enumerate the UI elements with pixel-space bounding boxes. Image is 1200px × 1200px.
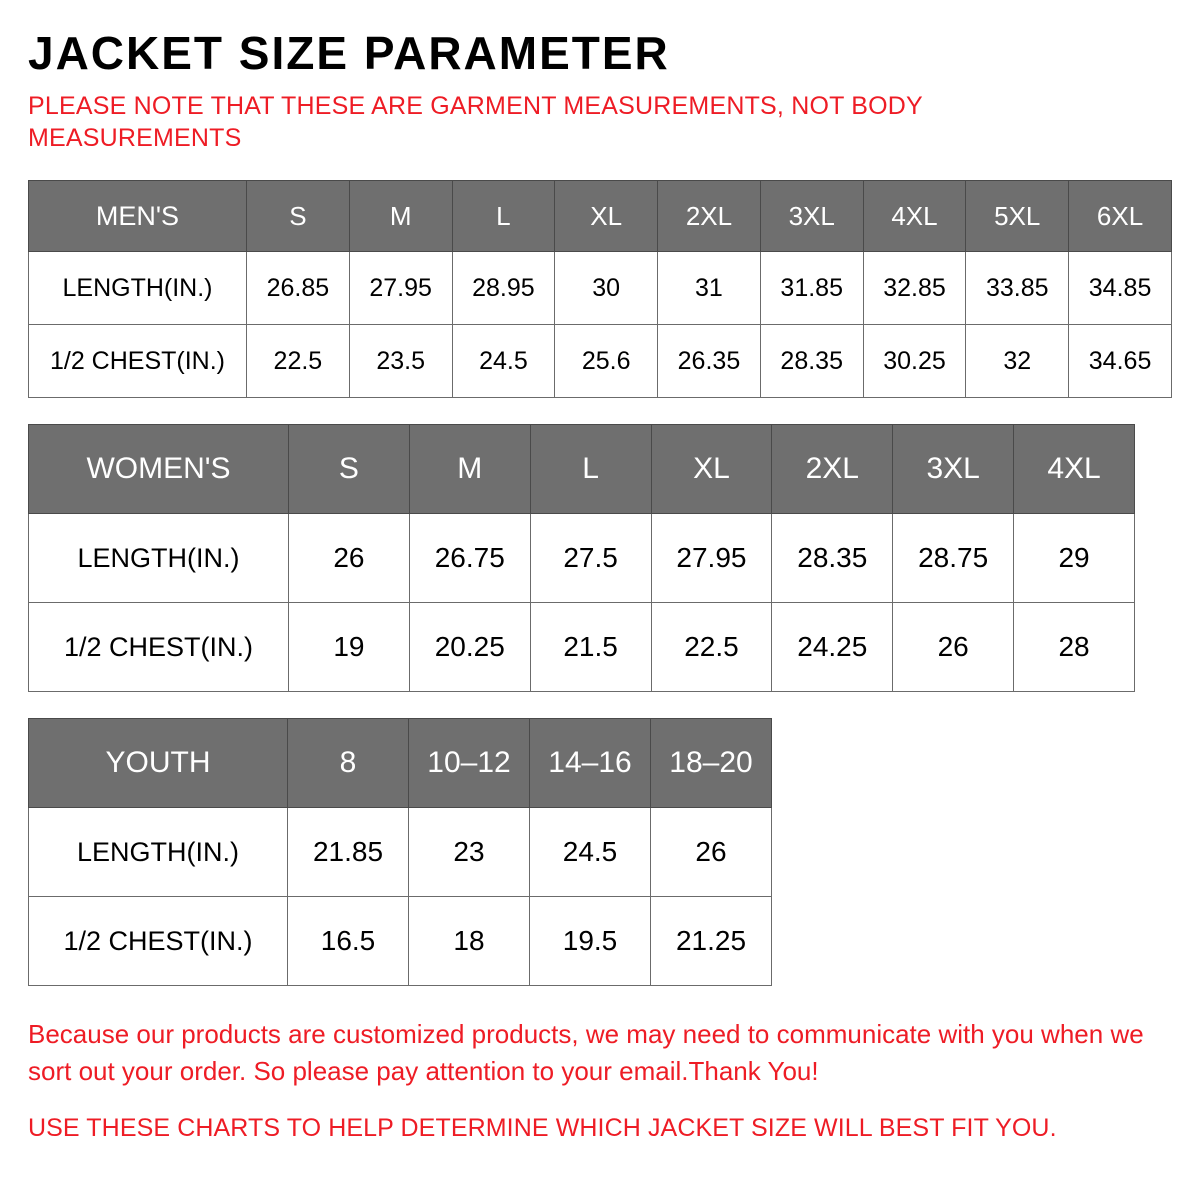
womens-chest-xl: 22.5: [650, 602, 773, 692]
womens-column-header-xl: XL: [650, 424, 773, 514]
mens-chest-4xl: 30.25: [862, 324, 967, 398]
table-header-row: WOMEN'S S M L XL 2XL 3XL 4XL: [28, 424, 1135, 514]
womens-length-m: 26.75: [408, 513, 531, 603]
mens-table-corner-label: MEN'S: [28, 180, 247, 252]
womens-column-header-m: M: [408, 424, 531, 514]
mens-length-2xl: 31: [657, 251, 761, 325]
table-header-row: MEN'S S M L XL 2XL 3XL 4XL 5XL 6XL: [28, 180, 1172, 252]
womens-chest-2xl: 24.25: [771, 602, 894, 692]
youth-column-header-10-12: 10–12: [408, 718, 530, 808]
table-row: LENGTH(IN.) 26 26.75 27.5 27.95 28.35 28…: [28, 513, 1135, 603]
youth-length-18-20: 26: [650, 807, 772, 897]
womens-chest-l: 21.5: [529, 602, 652, 692]
youth-chest-18-20: 21.25: [650, 896, 772, 986]
mens-size-table: MEN'S S M L XL 2XL 3XL 4XL 5XL 6XL LENGT…: [28, 180, 1172, 398]
womens-table-body: LENGTH(IN.) 26 26.75 27.5 27.95 28.35 28…: [28, 513, 1135, 692]
mens-length-s: 26.85: [246, 251, 350, 325]
table-row: 1/2 CHEST(IN.) 16.5 18 19.5 21.25: [28, 896, 772, 986]
mens-chest-m: 23.5: [348, 324, 453, 398]
mens-column-header-s: S: [246, 180, 350, 252]
womens-column-header-3xl: 3XL: [892, 424, 1015, 514]
mens-chest-row-label: 1/2 CHEST(IN.): [28, 324, 247, 398]
page-title: JACKET SIZE PARAMETER: [28, 27, 670, 79]
youth-chest-14-16: 19.5: [529, 896, 651, 986]
mens-chest-5xl: 32: [965, 324, 1070, 398]
youth-length-8: 21.85: [287, 807, 409, 897]
table-row: LENGTH(IN.) 26.85 27.95 28.95 30 31 31.8…: [28, 251, 1172, 325]
mens-column-header-2xl: 2XL: [657, 180, 761, 252]
mens-column-header-6xl: 6XL: [1068, 180, 1172, 252]
garment-measurement-disclaimer: PLEASE NOTE THAT THESE ARE GARMENT MEASU…: [28, 92, 923, 152]
mens-chest-3xl: 28.35: [759, 324, 864, 398]
womens-column-header-s: S: [288, 424, 410, 514]
table-row: 1/2 CHEST(IN.) 22.5 23.5 24.5 25.6 26.35…: [28, 324, 1172, 398]
mens-length-4xl: 32.85: [862, 251, 967, 325]
customization-note: Because our products are customized prod…: [28, 1019, 1144, 1086]
mens-column-header-m: M: [348, 180, 453, 252]
youth-column-header-18-20: 18–20: [650, 718, 772, 808]
youth-column-header-14-16: 14–16: [529, 718, 651, 808]
womens-length-xl: 27.95: [650, 513, 773, 603]
womens-table-header: WOMEN'S S M L XL 2XL 3XL 4XL: [28, 424, 1135, 514]
mens-chest-l: 24.5: [451, 324, 556, 398]
womens-size-table: WOMEN'S S M L XL 2XL 3XL 4XL LENGTH(IN.)…: [28, 424, 1135, 692]
chart-usage-note: USE THESE CHARTS TO HELP DETERMINE WHICH…: [28, 1113, 1057, 1142]
womens-chest-4xl: 28: [1013, 602, 1135, 692]
womens-chest-3xl: 26: [892, 602, 1015, 692]
mens-column-header-xl: XL: [554, 180, 659, 252]
mens-column-header-5xl: 5XL: [965, 180, 1070, 252]
youth-chest-10-12: 18: [408, 896, 530, 986]
mens-chest-2xl: 26.35: [657, 324, 761, 398]
womens-chest-m: 20.25: [408, 602, 531, 692]
youth-table-corner-label: YOUTH: [28, 718, 288, 808]
youth-chest-8: 16.5: [287, 896, 409, 986]
mens-length-l: 28.95: [451, 251, 556, 325]
mens-chest-6xl: 34.65: [1068, 324, 1172, 398]
mens-length-row-label: LENGTH(IN.): [28, 251, 247, 325]
youth-table-header: YOUTH 8 10–12 14–16 18–20: [28, 718, 772, 808]
mens-column-header-4xl: 4XL: [862, 180, 967, 252]
table-row: LENGTH(IN.) 21.85 23 24.5 26: [28, 807, 772, 897]
youth-column-header-8: 8: [287, 718, 409, 808]
mens-length-5xl: 33.85: [965, 251, 1070, 325]
mens-table-header: MEN'S S M L XL 2XL 3XL 4XL 5XL 6XL: [28, 180, 1172, 252]
mens-length-6xl: 34.85: [1068, 251, 1172, 325]
womens-length-3xl: 28.75: [892, 513, 1015, 603]
table-row: 1/2 CHEST(IN.) 19 20.25 21.5 22.5 24.25 …: [28, 602, 1135, 692]
womens-column-header-2xl: 2XL: [771, 424, 894, 514]
mens-table-body: LENGTH(IN.) 26.85 27.95 28.95 30 31 31.8…: [28, 251, 1172, 398]
mens-column-header-3xl: 3XL: [759, 180, 864, 252]
womens-length-row-label: LENGTH(IN.): [28, 513, 289, 603]
youth-length-10-12: 23: [408, 807, 530, 897]
youth-length-14-16: 24.5: [529, 807, 651, 897]
womens-length-l: 27.5: [529, 513, 652, 603]
mens-column-header-l: L: [451, 180, 556, 252]
womens-table-corner-label: WOMEN'S: [28, 424, 289, 514]
womens-column-header-l: L: [529, 424, 652, 514]
womens-chest-row-label: 1/2 CHEST(IN.): [28, 602, 289, 692]
mens-length-xl: 30: [554, 251, 659, 325]
youth-size-table: YOUTH 8 10–12 14–16 18–20 LENGTH(IN.) 21…: [28, 718, 772, 986]
womens-length-4xl: 29: [1013, 513, 1135, 603]
womens-chest-s: 19: [288, 602, 410, 692]
mens-chest-s: 22.5: [246, 324, 350, 398]
mens-chest-xl: 25.6: [554, 324, 659, 398]
youth-length-row-label: LENGTH(IN.): [28, 807, 288, 897]
table-header-row: YOUTH 8 10–12 14–16 18–20: [28, 718, 772, 808]
womens-length-s: 26: [288, 513, 410, 603]
mens-length-3xl: 31.85: [759, 251, 864, 325]
youth-table-body: LENGTH(IN.) 21.85 23 24.5 26 1/2 CHEST(I…: [28, 807, 772, 986]
womens-length-2xl: 28.35: [771, 513, 894, 603]
womens-column-header-4xl: 4XL: [1013, 424, 1135, 514]
youth-chest-row-label: 1/2 CHEST(IN.): [28, 896, 288, 986]
mens-length-m: 27.95: [348, 251, 453, 325]
